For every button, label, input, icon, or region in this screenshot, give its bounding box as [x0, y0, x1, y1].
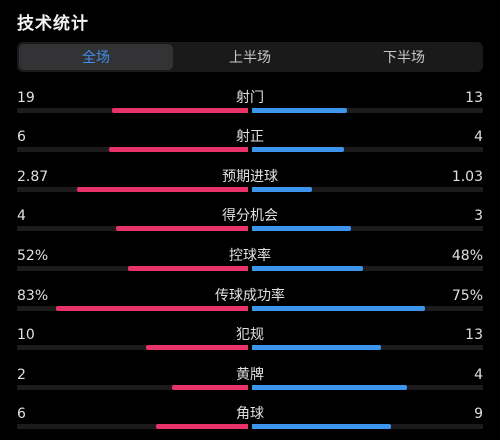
home-value: 52% [17, 248, 49, 264]
away-bar [252, 424, 391, 429]
away-value: 3 [474, 208, 483, 224]
home-bar [127, 266, 248, 271]
home-bar-track [17, 108, 248, 113]
stat-label: 黄牌 [236, 367, 264, 383]
stat-label: 射正 [236, 129, 264, 145]
stat-row-pass-accuracy: 83% 传球成功率 75% [17, 288, 483, 318]
away-bar-track [252, 266, 483, 271]
home-bar-track [17, 424, 248, 429]
home-bar-track [17, 147, 248, 152]
stat-label: 得分机会 [222, 208, 278, 224]
stat-row-corners: 6 角球 9 [17, 406, 483, 436]
away-value: 4 [474, 129, 483, 145]
away-bar [252, 147, 345, 152]
away-bar-track [252, 424, 483, 429]
home-value: 6 [17, 129, 26, 145]
home-bar [116, 226, 248, 231]
stat-label: 预期进球 [222, 169, 278, 185]
home-bar-track [17, 187, 248, 192]
away-bar-track [252, 345, 483, 350]
away-value: 13 [465, 90, 483, 106]
home-value: 2 [17, 367, 26, 383]
home-bar-track [17, 266, 248, 271]
home-bar [56, 306, 248, 311]
home-bar [111, 108, 248, 113]
away-bar [252, 345, 382, 350]
away-bar-track [252, 226, 483, 231]
stat-label: 角球 [236, 406, 264, 422]
away-bar-track [252, 187, 483, 192]
home-value: 4 [17, 208, 26, 224]
home-value: 19 [17, 90, 35, 106]
tab-full-match[interactable]: 全场 [19, 44, 173, 70]
away-bar [252, 306, 426, 311]
home-value: 2.87 [17, 169, 49, 185]
home-bar-track [17, 306, 248, 311]
away-bar [252, 187, 313, 192]
stat-label: 传球成功率 [215, 288, 285, 304]
home-value: 10 [17, 327, 35, 343]
away-bar-track [252, 306, 483, 311]
tab-first-half[interactable]: 上半场 [229, 50, 271, 66]
home-bar-track [17, 385, 248, 390]
away-bar [252, 385, 407, 390]
home-bar [109, 147, 248, 152]
home-bar-track [17, 345, 248, 350]
stat-row-yellow-cards: 2 黄牌 4 [17, 367, 483, 397]
stat-row-shots-on-target: 6 射正 4 [17, 129, 483, 159]
stat-row-scoring-chances: 4 得分机会 3 [17, 208, 483, 238]
tab-second-half[interactable]: 下半场 [383, 50, 425, 66]
home-bar [171, 385, 248, 390]
page-title: 技术统计 [17, 14, 89, 34]
stat-label: 犯规 [236, 327, 264, 343]
away-bar [252, 266, 363, 271]
home-bar [77, 187, 248, 192]
stat-row-fouls: 10 犯规 13 [17, 327, 483, 357]
away-bar [252, 226, 352, 231]
home-value: 83% [17, 288, 49, 304]
away-value: 9 [474, 406, 483, 422]
home-bar [155, 424, 248, 429]
away-bar [252, 108, 347, 113]
period-tabs: 全场 上半场 下半场 [17, 42, 483, 72]
away-value: 13 [465, 327, 483, 343]
home-bar [146, 345, 248, 350]
away-bar-track [252, 147, 483, 152]
home-value: 6 [17, 406, 26, 422]
away-bar-track [252, 385, 483, 390]
away-value: 1.03 [451, 169, 483, 185]
away-value: 4 [474, 367, 483, 383]
stat-label: 射门 [236, 90, 264, 106]
stat-row-expected-goals: 2.87 预期进球 1.03 [17, 169, 483, 199]
stat-row-possession: 52% 控球率 48% [17, 248, 483, 278]
away-value: 75% [451, 288, 483, 304]
stat-label: 控球率 [229, 248, 271, 264]
home-bar-track [17, 226, 248, 231]
stat-row-shots: 19 射门 13 [17, 90, 483, 120]
away-bar-track [252, 108, 483, 113]
away-value: 48% [451, 248, 483, 264]
